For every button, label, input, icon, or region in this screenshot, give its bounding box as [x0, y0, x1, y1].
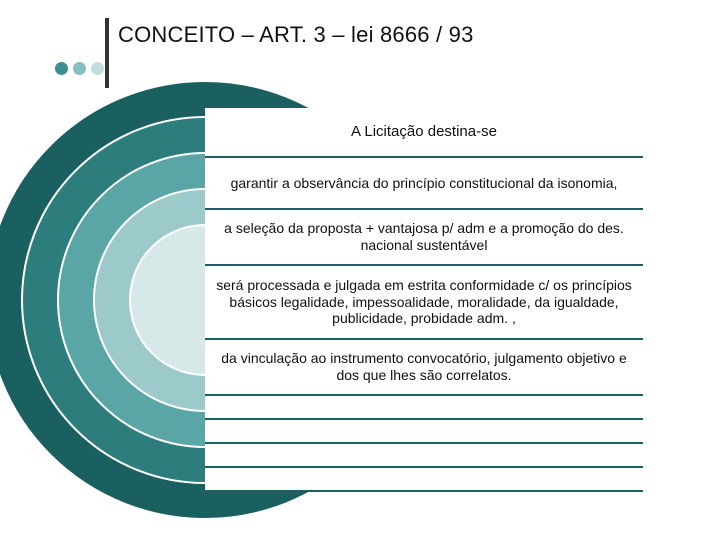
- panel-row-text-2: garantir a observância do princípio cons…: [225, 173, 624, 194]
- panel-row-text-5: da vinculação ao instrumento convocatóri…: [205, 348, 643, 386]
- panel-row-text-6: [418, 405, 430, 409]
- panel-row-8: [205, 444, 643, 468]
- page-title: CONCEITO – ART. 3 – lei 8666 / 93: [118, 22, 474, 48]
- panel-row-1: A Licitação destina-se: [205, 108, 643, 158]
- panel-row-6: [205, 396, 643, 420]
- panel-row-text-8: [418, 453, 430, 457]
- panel-row-4: será processada e julgada em estrita con…: [205, 266, 643, 340]
- panel-row-text-4: será processada e julgada em estrita con…: [205, 275, 643, 329]
- bullet-dot-2: [73, 62, 86, 75]
- panel-row-7: [205, 420, 643, 444]
- slide-stage: A Licitação destina-se garantir a observâ…: [0, 0, 720, 540]
- panel-row-9: [205, 468, 643, 492]
- title-rule: [105, 18, 109, 88]
- bullet-dot-1: [55, 62, 68, 75]
- panel-row-2: garantir a observância do princípio cons…: [205, 158, 643, 210]
- panel-row-3: a seleção da proposta + vantajosa p/ adm…: [205, 210, 643, 266]
- panel-row-text-1: A Licitação destina-se: [345, 121, 503, 143]
- bullet-dot-3: [91, 62, 104, 75]
- content-panel: A Licitação destina-se garantir a observâ…: [205, 108, 643, 492]
- panel-row-text-9: [418, 477, 430, 481]
- panel-row-5: da vinculação ao instrumento convocatóri…: [205, 340, 643, 396]
- panel-row-text-7: [418, 429, 430, 433]
- panel-row-text-3: a seleção da proposta + vantajosa p/ adm…: [205, 218, 643, 256]
